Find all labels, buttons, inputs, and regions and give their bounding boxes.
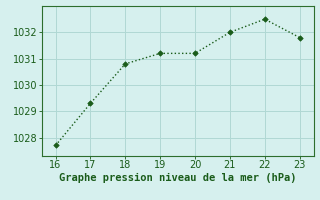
X-axis label: Graphe pression niveau de la mer (hPa): Graphe pression niveau de la mer (hPa) [59, 173, 296, 183]
